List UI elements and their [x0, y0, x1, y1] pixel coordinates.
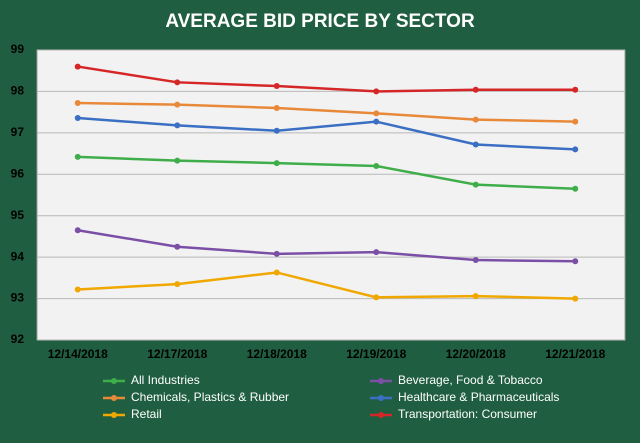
data-point	[273, 160, 280, 167]
data-point	[472, 86, 479, 93]
data-point	[74, 227, 81, 234]
series-line	[77, 116, 576, 151]
data-point	[74, 153, 81, 160]
x-tick-label: 12/19/2018	[346, 347, 406, 361]
data-point	[273, 127, 280, 134]
data-point	[74, 100, 81, 107]
legend-label: Beverage, Food & Tobacco	[398, 373, 543, 387]
x-tick-label: 12/17/2018	[147, 347, 207, 361]
data-point	[373, 110, 380, 117]
chart-title: AVERAGE BID PRICE BY SECTOR	[165, 11, 475, 32]
legend-marker	[378, 378, 384, 384]
series-line	[77, 155, 576, 191]
data-point	[74, 286, 81, 293]
data-point	[273, 105, 280, 111]
legend-marker	[111, 378, 117, 384]
data-point	[174, 122, 181, 129]
y-tick-label: 95	[11, 208, 25, 222]
series-line	[77, 65, 576, 93]
x-tick-label: 12/21/2018	[545, 347, 605, 361]
series-line	[77, 228, 576, 263]
x-tick-label: 12/18/2018	[247, 347, 307, 361]
data-point	[174, 157, 181, 164]
y-tick-label: 99	[11, 42, 25, 56]
y-tick-label: 96	[11, 166, 25, 180]
legend-label: Transportation: Consumer	[398, 407, 537, 421]
series-line	[77, 101, 576, 123]
data-point	[472, 116, 479, 123]
legend-label: Retail	[131, 407, 162, 421]
data-point	[174, 79, 181, 86]
x-tick-label: 12/14/2018	[48, 347, 108, 361]
series-line	[77, 271, 576, 300]
data-point	[572, 86, 579, 93]
data-point	[273, 269, 280, 276]
legend-label: Chemicals, Plastics & Rubber	[131, 390, 289, 404]
y-tick-label: 92	[11, 332, 25, 346]
y-tick-label: 93	[11, 291, 25, 305]
data-point	[174, 281, 181, 288]
data-point	[572, 118, 579, 125]
legend-marker	[111, 395, 117, 401]
legend-label: Healthcare & Pharmaceuticals	[398, 390, 559, 404]
y-tick-label: 94	[11, 249, 25, 263]
legend-marker	[111, 412, 117, 418]
data-point	[74, 114, 81, 121]
data-point	[572, 146, 579, 153]
legend-marker	[378, 412, 384, 418]
data-point	[472, 257, 479, 264]
data-point	[572, 185, 579, 192]
plot-area	[36, 49, 626, 341]
data-point	[174, 101, 181, 108]
data-point	[373, 118, 380, 125]
data-point	[472, 141, 479, 148]
data-point	[572, 258, 579, 265]
y-tick-label: 97	[11, 125, 25, 139]
data-point	[273, 83, 280, 90]
data-point	[373, 163, 380, 169]
x-tick-label: 12/20/2018	[446, 347, 506, 361]
data-point	[74, 63, 81, 70]
data-point	[472, 181, 479, 188]
data-point	[273, 250, 280, 257]
data-point	[572, 295, 579, 302]
legend-marker	[378, 395, 384, 401]
y-tick-label: 98	[11, 84, 25, 98]
data-point	[373, 249, 380, 256]
data-point	[472, 293, 479, 300]
data-point	[373, 88, 380, 95]
legend-label: All Industries	[131, 373, 200, 387]
data-point	[174, 243, 181, 250]
data-point	[373, 294, 380, 301]
